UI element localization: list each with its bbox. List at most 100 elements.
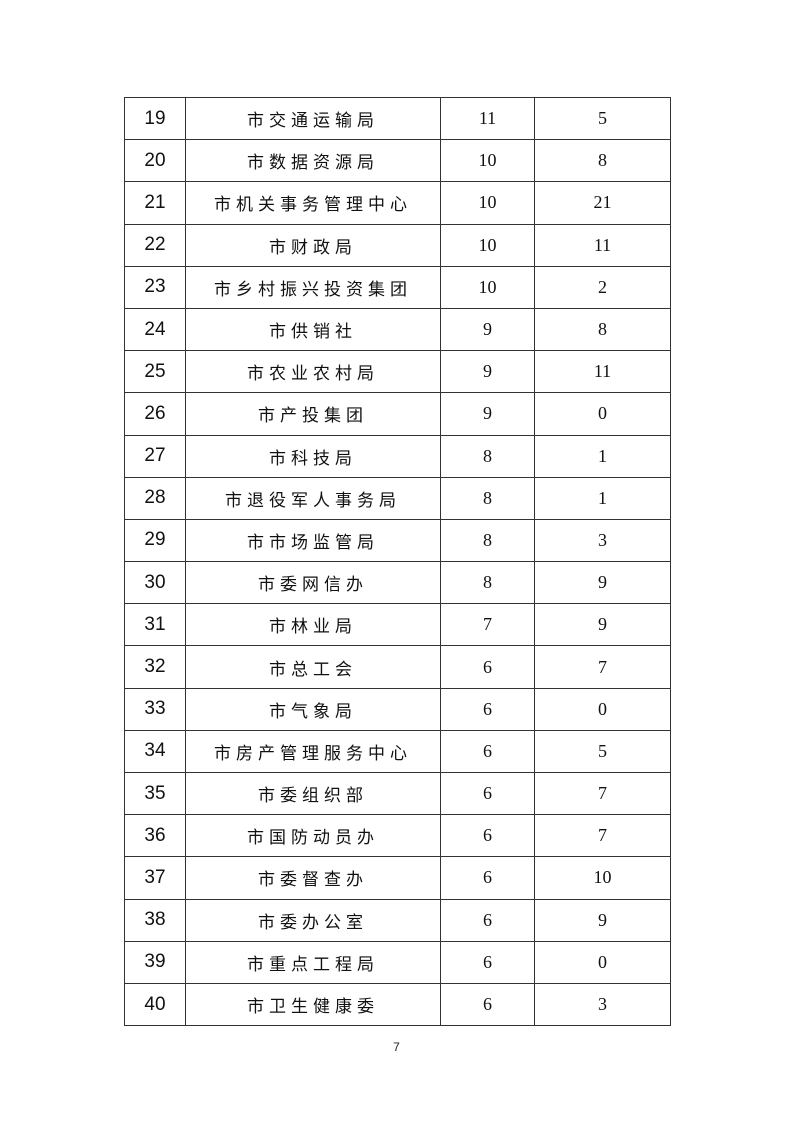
table-row: 39 市重点工程局 6 0 xyxy=(124,940,671,984)
row-number-cell: 19 xyxy=(124,96,186,141)
row-number-cell: 36 xyxy=(124,814,186,858)
value-2-cell: 21 xyxy=(534,181,671,225)
value-2-cell: 7 xyxy=(534,771,671,816)
row-number-cell: 20 xyxy=(124,139,186,183)
value-2-cell: 7 xyxy=(534,645,671,689)
page-number: 7 xyxy=(393,1040,400,1054)
department-name-cell: 市房产管理服务中心 xyxy=(185,729,441,774)
table-row: 40 市卫生健康委 6 3 xyxy=(124,982,671,1027)
value-1-cell: 8 xyxy=(440,434,535,478)
department-name-cell: 市退役军人事务局 xyxy=(185,476,441,520)
value-1-cell: 6 xyxy=(440,814,535,858)
value-1-cell: 8 xyxy=(440,476,535,520)
row-number-cell: 29 xyxy=(124,518,186,563)
row-number-cell: 21 xyxy=(124,181,186,225)
department-name-cell: 市科技局 xyxy=(185,434,441,478)
value-1-cell: 6 xyxy=(440,687,535,731)
row-number-cell: 24 xyxy=(124,307,186,352)
table-row: 28 市退役军人事务局 8 1 xyxy=(124,476,671,520)
row-number-cell: 31 xyxy=(124,603,186,647)
value-1-cell: 6 xyxy=(440,856,535,900)
value-2-cell: 0 xyxy=(534,687,671,731)
value-1-cell: 6 xyxy=(440,645,535,689)
table-row: 38 市委办公室 6 9 xyxy=(124,898,671,942)
value-2-cell: 5 xyxy=(534,729,671,774)
table-row: 30 市委网信办 8 9 xyxy=(124,561,671,605)
value-1-cell: 6 xyxy=(440,771,535,816)
table-row: 37 市委督查办 6 10 xyxy=(124,856,671,900)
value-2-cell: 8 xyxy=(534,139,671,183)
table-row: 27 市科技局 8 1 xyxy=(124,434,671,478)
value-1-cell: 9 xyxy=(440,307,535,352)
row-number-cell: 30 xyxy=(124,561,186,605)
row-number-cell: 40 xyxy=(124,982,186,1027)
value-1-cell: 8 xyxy=(440,561,535,605)
value-2-cell: 3 xyxy=(534,982,671,1027)
value-2-cell: 9 xyxy=(534,898,671,942)
value-1-cell: 10 xyxy=(440,139,535,183)
table-row: 32 市总工会 6 7 xyxy=(124,645,671,689)
value-1-cell: 10 xyxy=(440,265,535,309)
value-1-cell: 6 xyxy=(440,982,535,1027)
department-name-cell: 市交通运输局 xyxy=(185,96,441,141)
row-number-cell: 22 xyxy=(124,223,186,267)
department-name-cell: 市委督查办 xyxy=(185,856,441,900)
department-name-cell: 市卫生健康委 xyxy=(185,982,441,1027)
value-2-cell: 9 xyxy=(534,561,671,605)
row-number-cell: 25 xyxy=(124,350,186,394)
value-2-cell: 11 xyxy=(534,350,671,394)
value-1-cell: 9 xyxy=(440,392,535,436)
department-name-cell: 市财政局 xyxy=(185,223,441,267)
value-1-cell: 6 xyxy=(440,729,535,774)
department-name-cell: 市乡村振兴投资集团 xyxy=(185,265,441,309)
row-number-cell: 28 xyxy=(124,476,186,520)
row-number-cell: 26 xyxy=(124,392,186,436)
value-2-cell: 1 xyxy=(534,434,671,478)
row-number-cell: 39 xyxy=(124,940,186,984)
table-row: 19 市交通运输局 11 5 xyxy=(124,96,671,141)
department-name-cell: 市委办公室 xyxy=(185,898,441,942)
department-name-cell: 市国防动员办 xyxy=(185,814,441,858)
value-1-cell: 8 xyxy=(440,518,535,563)
table-row: 31 市林业局 7 9 xyxy=(124,603,671,647)
value-2-cell: 2 xyxy=(534,265,671,309)
value-2-cell: 1 xyxy=(534,476,671,520)
row-number-cell: 32 xyxy=(124,645,186,689)
table-row: 20 市数据资源局 10 8 xyxy=(124,139,671,183)
department-name-cell: 市委组织部 xyxy=(185,771,441,816)
row-number-cell: 38 xyxy=(124,898,186,942)
value-2-cell: 11 xyxy=(534,223,671,267)
table-row: 29 市市场监管局 8 3 xyxy=(124,518,671,563)
table-row: 22 市财政局 10 11 xyxy=(124,223,671,267)
department-name-cell: 市市场监管局 xyxy=(185,518,441,563)
department-name-cell: 市重点工程局 xyxy=(185,940,441,984)
value-2-cell: 9 xyxy=(534,603,671,647)
department-name-cell: 市农业农村局 xyxy=(185,350,441,394)
department-name-cell: 市机关事务管理中心 xyxy=(185,181,441,225)
row-number-cell: 35 xyxy=(124,771,186,816)
table-row: 23 市乡村振兴投资集团 10 2 xyxy=(124,265,671,309)
table-row: 25 市农业农村局 9 11 xyxy=(124,350,671,394)
row-number-cell: 37 xyxy=(124,856,186,900)
value-1-cell: 10 xyxy=(440,181,535,225)
value-1-cell: 9 xyxy=(440,350,535,394)
row-number-cell: 34 xyxy=(124,729,186,774)
value-2-cell: 5 xyxy=(534,96,671,141)
value-1-cell: 7 xyxy=(440,603,535,647)
table-row: 34 市房产管理服务中心 6 5 xyxy=(124,729,671,774)
value-1-cell: 6 xyxy=(440,898,535,942)
table-row: 26 市产投集团 9 0 xyxy=(124,392,671,436)
row-number-cell: 27 xyxy=(124,434,186,478)
department-name-cell: 市委网信办 xyxy=(185,561,441,605)
value-2-cell: 8 xyxy=(534,307,671,352)
department-name-cell: 市总工会 xyxy=(185,645,441,689)
value-2-cell: 3 xyxy=(534,518,671,563)
value-2-cell: 7 xyxy=(534,814,671,858)
data-table: 19 市交通运输局 11 5 20 市数据资源局 10 8 21 市机关事务管理中心 10 21 22 市… xyxy=(124,96,671,1027)
table-row: 36 市国防动员办 6 7 xyxy=(124,814,671,858)
table-row: 21 市机关事务管理中心 10 21 xyxy=(124,181,671,225)
value-2-cell: 10 xyxy=(534,856,671,900)
value-2-cell: 0 xyxy=(534,940,671,984)
value-1-cell: 10 xyxy=(440,223,535,267)
value-1-cell: 11 xyxy=(440,96,535,141)
